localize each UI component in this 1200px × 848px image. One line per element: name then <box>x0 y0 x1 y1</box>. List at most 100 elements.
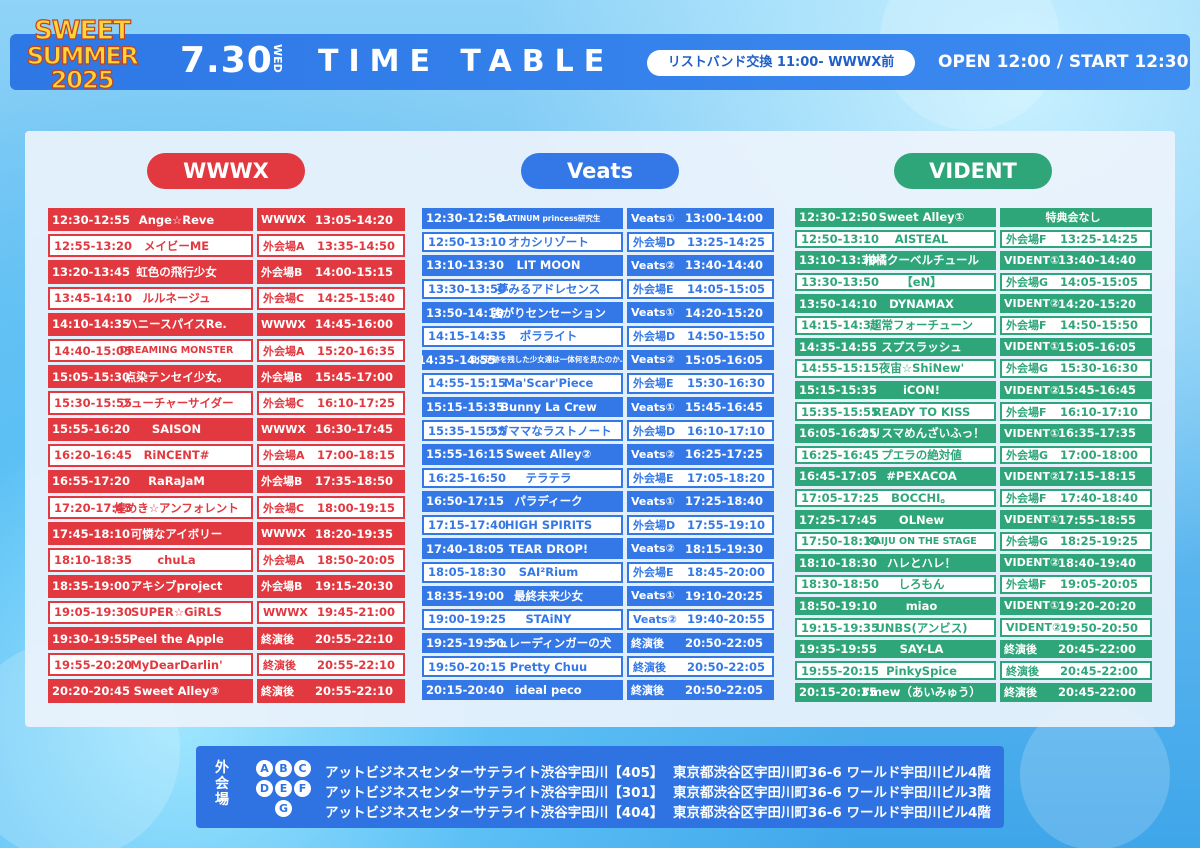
tokuten-stage: 外会場F <box>1006 232 1047 246</box>
tokuten-stage: 外会場B <box>261 475 303 489</box>
tokuten-stage: 特典会なし <box>1045 211 1101 225</box>
timetable-row: 19:05-19:30 SUPER☆GiRLS WWWX 19:45-21:00 <box>48 600 405 624</box>
tokuten-cell: VIDENT① 15:05-16:05 <box>1000 337 1152 357</box>
artist-name: Sweet Alley③ <box>133 683 220 698</box>
venue-name: アットビジネスセンターサテライト渋谷宇田川【405】 <box>325 765 664 781</box>
tokuten-time: 14:20-15:20 <box>685 305 763 320</box>
performance-cell: 18:10-18:35 chuLa <box>48 548 253 572</box>
tokuten-time: 14:00-15:15 <box>315 264 393 279</box>
tokuten-stage: 外会場F <box>1006 319 1047 333</box>
tokuten-stage: 終演後 <box>1006 664 1039 678</box>
performance-cell: 18:30-18:50 しろもん <box>795 575 996 594</box>
artist-name: 夜宙☆ShiNew' <box>878 361 965 376</box>
artist-name: 強がりセンセーション <box>491 305 606 320</box>
tokuten-cell: 終演後 20:55-22:10 <box>257 679 405 703</box>
performance-time: 15:35-15:55 <box>801 404 879 419</box>
tokuten-cell: 外会場F 16:10-17:10 <box>1000 402 1152 421</box>
timetable-row: 15:55-16:15 Sweet Alley② Veats② 16:25-17:25 <box>422 443 774 465</box>
performance-cell: 19:30-19:55 Peel the Apple <box>48 627 253 651</box>
tokuten-stage: Veats① <box>631 589 675 603</box>
stage-header-veats: Veats <box>521 153 679 189</box>
performance-time: 20:20-20:45 <box>52 683 130 698</box>
tokuten-cell: WWWX 16:30-17:45 <box>257 417 405 441</box>
artist-name: Ma'Scar'Piece <box>503 376 594 391</box>
performance-time: 15:15-15:35 <box>799 383 877 398</box>
tokuten-time: 20:45-22:00 <box>1058 642 1136 657</box>
venue-name: アットビジネスセンターサテライト渋谷宇田川【404】 <box>325 805 664 821</box>
timetable-row: 13:30-13:50 【eN】 外会場G 14:05-15:05 <box>795 272 1152 292</box>
tokuten-stage: 外会場B <box>261 265 303 279</box>
timetable-row: 20:15-20:35 I'mew（あいみゅう） 終演後 20:45-22:00 <box>795 683 1152 702</box>
venue-row: アットビジネスセンターサテライト渋谷宇田川【301】 東京都渋谷区宇田川町36-… <box>325 781 991 801</box>
timetable-row: 15:05-15:30 点染テンセイ少女。 外会場B 15:45-17:00 <box>48 365 405 389</box>
tokuten-time: 19:40-20:55 <box>687 612 765 627</box>
artist-name: アキシブproject <box>130 579 223 594</box>
performance-cell: 14:55-15:15 夜宙☆ShiNew' <box>795 359 996 378</box>
tokuten-stage: VIDENT② <box>1004 469 1060 483</box>
artist-name: RiNCENT# <box>143 448 210 463</box>
timetable-row: 16:55-17:20 RaRaJaM 外会場B 17:35-18:50 <box>48 469 405 494</box>
tokuten-cell: 外会場E 15:30-16:30 <box>627 373 774 394</box>
tokuten-stage: Veats① <box>631 306 675 320</box>
tokuten-cell: 外会場B 19:15-20:30 <box>257 574 405 598</box>
performance-time: 14:55-15:15 <box>428 376 506 391</box>
tokuten-time: 16:10-17:10 <box>1060 404 1138 419</box>
artist-name: SUPER☆GiRLS <box>131 605 222 620</box>
performance-time: 18:50-19:10 <box>799 598 877 613</box>
timetable-row: 12:55-13:20 メイビーME 外会場A 13:35-14:50 <box>48 234 405 258</box>
performance-cell: 16:45-17:05 #PEXACOA <box>795 467 996 486</box>
tokuten-time: 20:55-22:10 <box>315 631 393 646</box>
performance-time: 15:05-15:30 <box>52 369 130 384</box>
venue-row: アットビジネスセンターサテライト渋谷宇田川【405】 東京都渋谷区宇田川町36-… <box>325 761 991 781</box>
artist-name: フューチャーサイダー <box>119 395 234 410</box>
tokuten-cell: 終演後 20:45-22:00 <box>1000 683 1152 702</box>
tokuten-cell: 外会場G 17:00-18:00 <box>1000 445 1152 465</box>
tokuten-stage: Veats① <box>631 494 675 508</box>
performance-cell: 12:30-12:55 Ange☆Reve <box>48 208 253 232</box>
timetable-row: 14:40-15:05 DREAMING MONSTER 外会場A 15:20-16:… <box>48 338 405 363</box>
performance-cell: 19:55-20:20 MyDearDarlin' <box>48 653 253 677</box>
tokuten-cell: 外会場D 17:55-19:10 <box>627 514 774 536</box>
performance-cell: 15:55-16:15 Sweet Alley② <box>422 443 623 465</box>
tokuten-stage: 外会場A <box>263 344 305 358</box>
artist-name: RaRaJaM <box>148 474 205 489</box>
performance-time: 13:30-13:50 <box>428 282 506 297</box>
performance-cell: 17:50-18:10 KAIJU ON THE STAGE <box>795 531 996 551</box>
performance-cell: 16:25-16:45 プエラの絶対値 <box>795 445 996 465</box>
timetable-row: 17:15-17:40 HIGH SPIRITS 外会場D 17:55-19:10 <box>422 514 774 536</box>
artist-name: LIT MOON <box>516 258 581 273</box>
timetable-row: 16:25-16:45 プエラの絶対値 外会場G 17:00-18:00 <box>795 445 1152 465</box>
performance-cell: 17:20-17:45 煌めき☆アンフォレント <box>48 496 253 520</box>
artist-name: 点染テンセイ少女。 <box>124 369 229 384</box>
timetable-row: 19:55-20:15 PinkySpice 終演後 20:45-22:00 <box>795 661 1152 681</box>
performance-cell: 14:40-15:05 DREAMING MONSTER <box>48 338 253 363</box>
artist-name: TEAR DROP! <box>508 541 589 556</box>
tokuten-stage: 外会場F <box>1006 405 1047 419</box>
tokuten-cell: 終演後 20:55-22:10 <box>257 627 405 651</box>
artist-name: PLATINUM princess研究生 <box>496 213 601 223</box>
tokuten-cell: 外会場F 17:40-18:40 <box>1000 488 1152 508</box>
timetable-row: 16:05-16:25 カリスマめんざいふっ！ VIDENT① 16:35-17:35 <box>795 423 1152 443</box>
artist-name: Sweet Alley① <box>878 210 965 225</box>
performance-time: 17:50-18:10 <box>801 534 879 549</box>
timetable-row: 14:10-14:35 ハニースパイスRe. WWWX 14:45-16:00 <box>48 312 405 336</box>
tokuten-stage: 外会場G <box>1006 276 1049 290</box>
tokuten-time: 17:25-18:40 <box>685 494 763 509</box>
tokuten-cell: VIDENT① 16:35-17:35 <box>1000 423 1152 443</box>
tokuten-time: 19:10-20:25 <box>685 588 763 603</box>
event-logo: SWEET SUMMER 2025 <box>22 17 142 106</box>
tokuten-cell: Veats① 17:25-18:40 <box>627 491 774 512</box>
timetable-row: 15:35-15:55 ワガママなラストノート 外会場D 16:10-17:10 <box>422 420 774 441</box>
tokuten-stage: 外会場D <box>633 424 676 438</box>
performance-cell: 16:55-17:20 RaRaJaM <box>48 469 253 494</box>
performance-time: 16:55-17:20 <box>52 474 130 489</box>
tokuten-cell: 外会場B 15:45-17:00 <box>257 365 405 389</box>
tokuten-stage: 終演後 <box>633 660 666 674</box>
performance-time: 12:30-12:50 <box>799 210 877 225</box>
performance-time: 19:55-20:15 <box>801 663 879 678</box>
venue-row: アットビジネスセンターサテライト渋谷宇田川【404】 東京都渋谷区宇田川町36-… <box>325 801 991 821</box>
tokuten-stage: VIDENT① <box>1004 513 1060 527</box>
tokuten-time: 18:45-20:00 <box>687 565 765 580</box>
tokuten-stage: VIDENT② <box>1004 297 1060 311</box>
performance-time: 20:15-20:40 <box>426 683 504 698</box>
